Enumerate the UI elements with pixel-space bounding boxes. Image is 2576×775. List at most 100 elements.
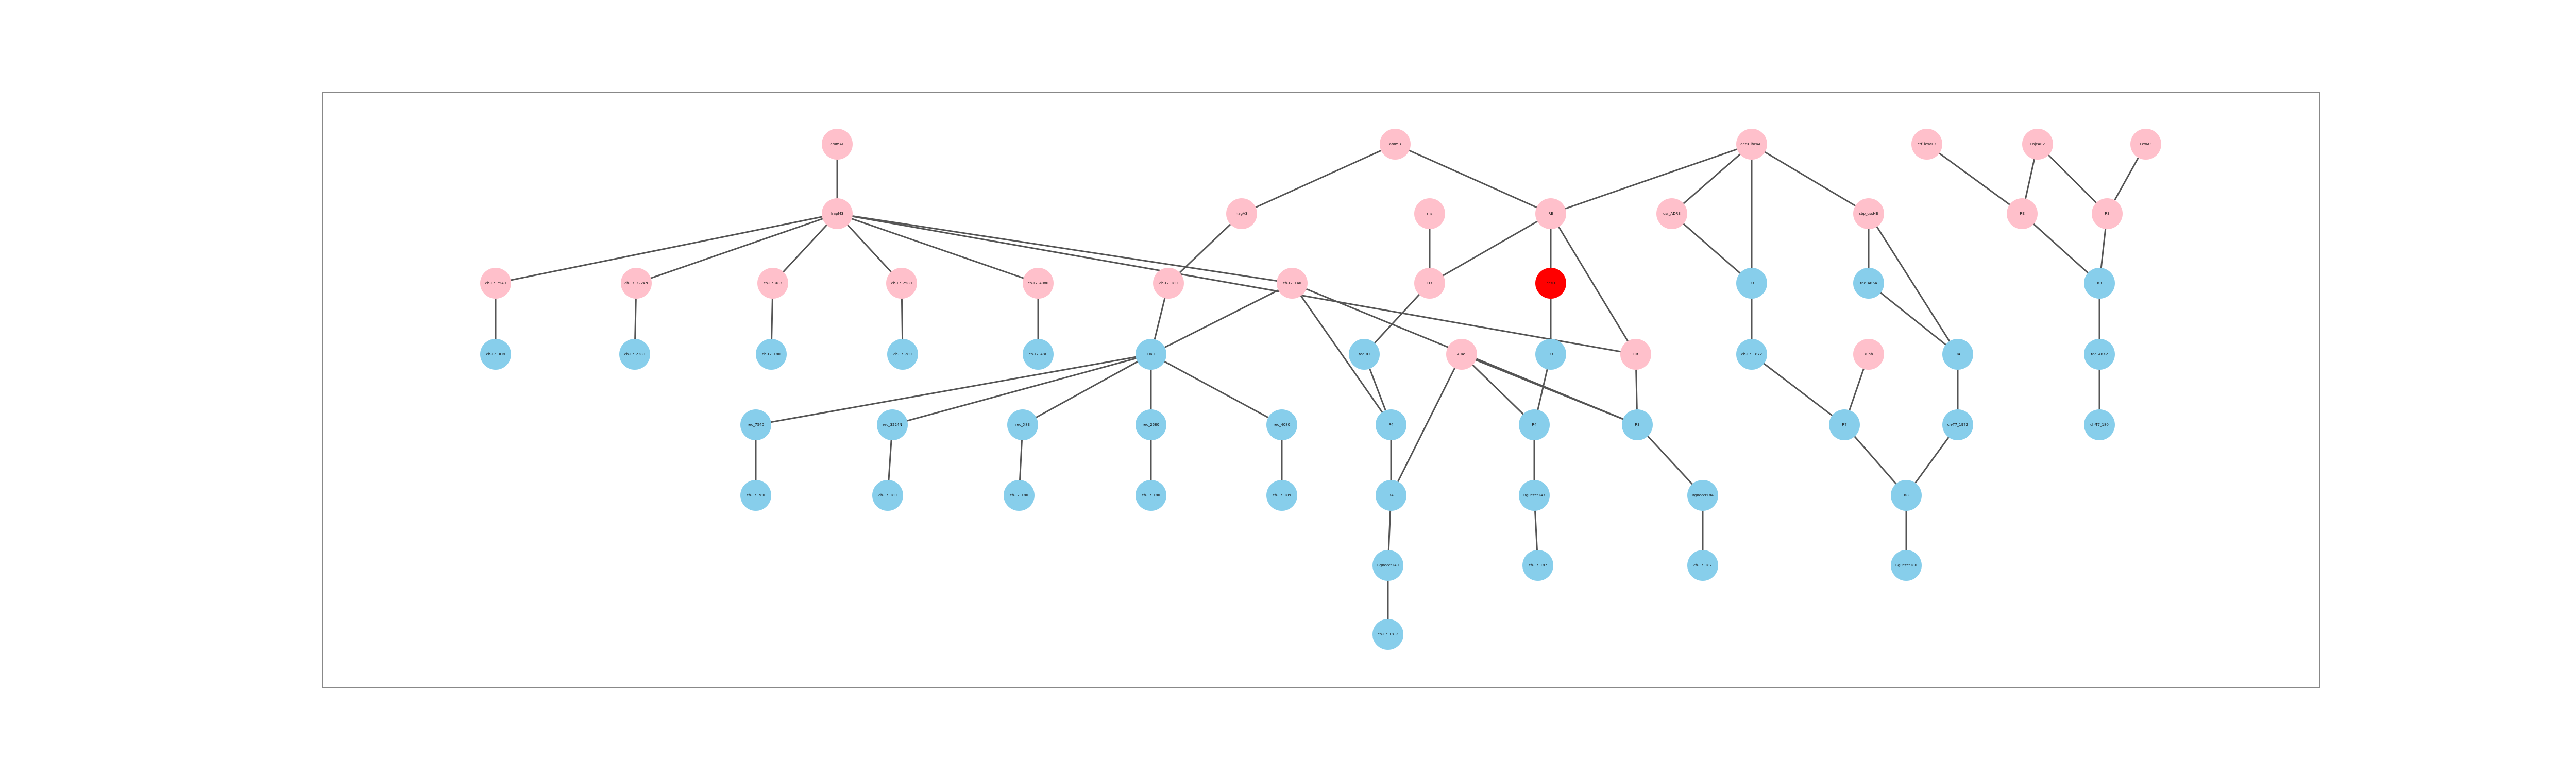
graph-edge: [1022, 353, 1151, 426]
node-label: rec_2580: [1143, 423, 1159, 427]
node-circle: [1736, 339, 1767, 370]
graph-edge: [1167, 213, 1243, 284]
node-circle: [1376, 409, 1406, 440]
graph-node: ch-T7_180: [2084, 409, 2115, 440]
graph-node: RE: [2007, 198, 2038, 229]
node-circle: [822, 198, 853, 229]
node-label: R4: [1955, 352, 1960, 356]
node-circle: [1620, 339, 1651, 370]
node-circle: [1535, 268, 1566, 299]
node-label: R3: [1749, 281, 1754, 285]
graph-node: BgReccr143: [1519, 480, 1550, 511]
node-label: LexM3: [2140, 142, 2152, 146]
graph-edge: [1241, 143, 1396, 215]
graph-edge: [1395, 143, 1551, 215]
graph-node: R3: [1622, 409, 1653, 440]
node-circle: [756, 339, 787, 370]
graph-edge: [1751, 353, 1845, 426]
graph-node: ch-T7_280: [887, 339, 918, 370]
graph-node: ch-T7_180: [1153, 268, 1184, 299]
graph-node: FnjcAR2: [2022, 129, 2053, 160]
node-circle: [480, 268, 511, 299]
graph-node: RR: [1620, 339, 1651, 370]
node-label: osr_ADR3: [1663, 212, 1681, 216]
plot-frame: [322, 92, 2320, 688]
graph-edge: [1390, 354, 1463, 496]
graph-node: R4: [1519, 409, 1550, 440]
graph-node: ch-T7_48C: [1023, 339, 1054, 370]
node-circle: [1942, 409, 1973, 440]
graph-node: R3: [1736, 268, 1767, 299]
node-label: R4: [1388, 493, 1394, 497]
node-circle: [1136, 339, 1166, 370]
node-circle: [1266, 480, 1297, 511]
graph-edge: [836, 213, 903, 284]
node-circle: [1736, 268, 1767, 299]
graph-node: R3: [2084, 268, 2115, 299]
node-label: ammB: [1389, 142, 1401, 146]
node-label: rec_ARX2: [2091, 352, 2108, 356]
node-circle: [2092, 198, 2123, 229]
node-circle: [1687, 550, 1718, 581]
node-circle: [1853, 268, 1884, 299]
node-circle: [757, 268, 788, 299]
graph-node: ch-T7_3EN: [480, 339, 511, 370]
node-label: H3: [1427, 281, 1432, 285]
graph-node: ch-T7_X83: [757, 268, 788, 299]
node-label: BgReccr143: [1523, 493, 1545, 497]
graph-node: ch-T7_3224N: [621, 268, 652, 299]
node-label: ch-T7_2580: [891, 281, 912, 285]
node-label: sbp_cssHB: [1859, 212, 1878, 216]
node-label: rec_3224N: [883, 423, 902, 427]
node-label: ch-T7_187: [1693, 563, 1712, 567]
graph-node: R7: [1829, 409, 1860, 440]
graph-edge: [1150, 353, 1282, 426]
node-circle: [887, 339, 918, 370]
node-circle: [872, 480, 903, 511]
node-circle: [1153, 268, 1184, 299]
node-label: ch-T7_1872: [1741, 352, 1762, 356]
graph-node: ch-T7_180: [1004, 480, 1035, 511]
node-circle: [1687, 480, 1718, 511]
node-label: Yuhb: [1864, 352, 1873, 356]
node-circle: [1349, 339, 1380, 370]
graph-edge: [2021, 213, 2100, 284]
node-label: R7: [1842, 423, 1846, 427]
node-circle: [1942, 339, 1973, 370]
graph-node: ch-T7_4080: [1023, 268, 1054, 299]
graph-node: lrapM3: [822, 198, 853, 229]
node-label: ARAS: [1457, 352, 1467, 356]
node-label: ch-T7_189: [1273, 493, 1291, 497]
graph-edge: [1868, 213, 1959, 355]
node-label: RE: [2020, 212, 2024, 216]
graph-node: ARAS: [1446, 339, 1477, 370]
node-label: ch-T7_187: [1529, 563, 1547, 567]
node-circle: [1519, 480, 1550, 511]
node-label: RE: [1548, 212, 1553, 216]
node-circle: [1380, 129, 1411, 160]
node-circle: [2084, 339, 2115, 370]
node-circle: [2084, 268, 2115, 299]
graph-node: rec_2580: [1136, 409, 1166, 440]
node-label: R3: [2105, 212, 2109, 216]
graph-node: ammAE: [822, 129, 853, 160]
node-label: ch-T7_180: [1142, 493, 1160, 497]
graph-edge: [1751, 143, 1869, 215]
graph-edge: [495, 213, 838, 284]
node-circle: [1023, 268, 1054, 299]
node-label: ch-T7_7540: [485, 281, 506, 285]
node-label: ch-T7_180: [762, 352, 781, 356]
graph-edge: [772, 213, 838, 284]
graph-node: ccsD: [1535, 268, 1566, 299]
graph-node: R3: [2092, 198, 2123, 229]
graph-node: ch-T7_140: [1277, 268, 1308, 299]
graph-node: ammB: [1380, 129, 1411, 160]
graph-edge: [1550, 213, 1637, 355]
graph-edge: [1291, 283, 1392, 425]
node-circle: [1853, 198, 1884, 229]
graph-node: R8: [1891, 480, 1922, 511]
graph-edge: [2037, 143, 2108, 215]
node-label: rhs: [1427, 212, 1433, 216]
graph-node: BgReccr180: [1891, 550, 1922, 581]
